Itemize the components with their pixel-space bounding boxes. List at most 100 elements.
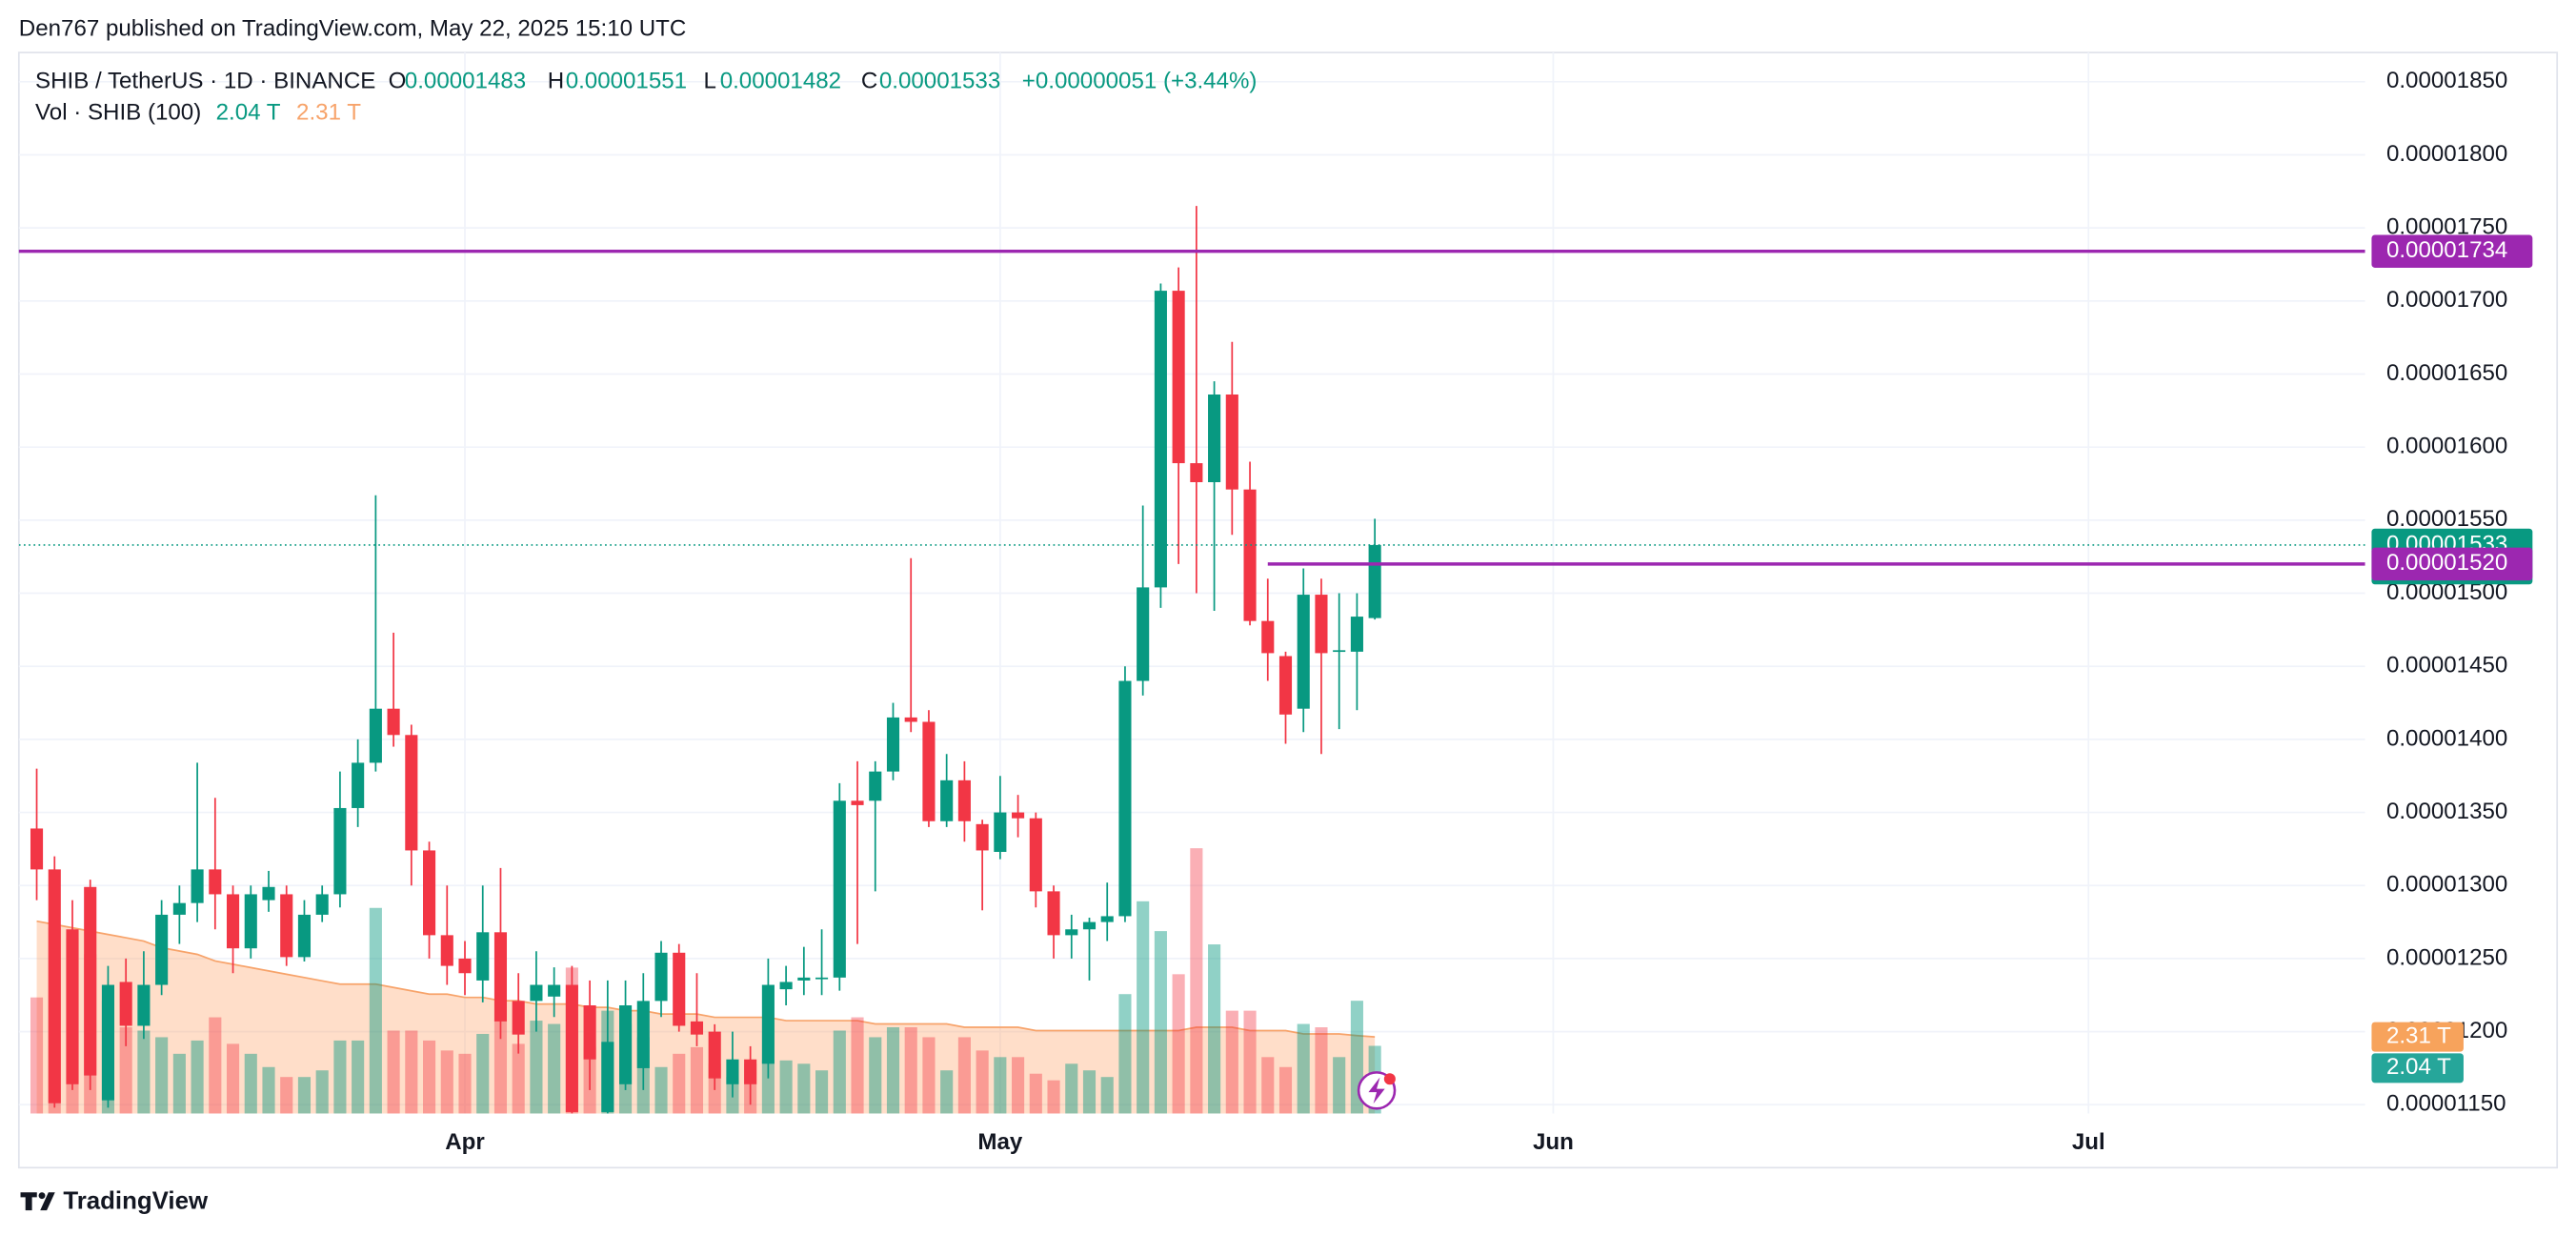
candle-body: [1118, 680, 1132, 917]
candle-body: [1172, 291, 1185, 464]
candle-body: [1315, 595, 1328, 654]
volume-bar: [1297, 1023, 1310, 1114]
volume-bar: [333, 1040, 347, 1114]
c-value: 0.00001533: [879, 69, 1000, 94]
volume-bar: [976, 1050, 989, 1114]
candle-body: [1029, 818, 1042, 892]
volume-ma-line: [36, 920, 1376, 1038]
y-tick-label: 0.00001150: [2386, 1091, 2506, 1117]
volume-bar: [1243, 1010, 1257, 1114]
candle-body: [886, 717, 900, 772]
candle-body: [280, 894, 293, 958]
candle-body: [422, 850, 436, 936]
legend: SHIB / TetherUS · 1D · BINANCE O 0.00001…: [35, 69, 1257, 126]
o-label: O: [389, 69, 407, 94]
candle-body: [583, 1004, 596, 1060]
candle-body: [155, 914, 169, 985]
candle-body: [48, 869, 61, 1103]
volume-bar: [530, 1021, 543, 1114]
candle-body: [1100, 916, 1114, 922]
candle-body: [244, 894, 257, 949]
volume-bar: [779, 1060, 793, 1114]
volume-bar: [244, 1053, 257, 1114]
volume-bar: [1315, 1027, 1328, 1114]
volume-bar: [815, 1070, 829, 1114]
candle-body: [940, 779, 954, 821]
candle-body: [30, 828, 44, 870]
symbol: SHIB / TetherUS · 1D · BINANCE: [35, 69, 375, 94]
volume-bar: [1029, 1073, 1042, 1114]
volume-bar: [548, 1023, 561, 1114]
candle-body: [66, 929, 79, 1084]
volume-ma-area: [36, 921, 1376, 1114]
volume-bar: [155, 1037, 169, 1114]
candle-body: [833, 800, 846, 978]
overlay: 0.000011500.000012000.000012500.00001300…: [18, 68, 2533, 1155]
candle-body: [922, 721, 936, 821]
volume-bar: [422, 1040, 436, 1114]
candle-body: [761, 984, 775, 1064]
volume-bar: [1118, 994, 1132, 1114]
volume-bar: [209, 1017, 222, 1114]
candle-body: [904, 717, 917, 722]
level-box: [2371, 547, 2533, 581]
volume-bar: [440, 1050, 453, 1114]
volume-bar: [922, 1037, 936, 1114]
candle-body: [815, 977, 829, 980]
volume-bar: [1225, 1010, 1238, 1114]
candle-body: [1082, 921, 1097, 930]
candle-body: [1065, 929, 1078, 936]
candle-body: [1261, 620, 1275, 654]
candle-body: [1243, 489, 1257, 621]
candle-body: [405, 735, 418, 851]
volume-bar: [904, 1027, 917, 1114]
candle-body: [191, 869, 204, 903]
candle-body: [209, 869, 222, 895]
volume-bar: [1154, 931, 1167, 1114]
candle-body: [530, 984, 543, 1002]
y-tick-label: 0.00001400: [2386, 725, 2507, 751]
bolt: [1368, 1077, 1385, 1104]
candle-body: [369, 708, 382, 763]
candle-body: [440, 935, 453, 966]
vol-ma-box: [2371, 1022, 2464, 1052]
candle-body: [226, 894, 240, 949]
logo: [20, 1192, 55, 1211]
volume-bar: [1190, 848, 1203, 1114]
volume-bar: [833, 1030, 846, 1114]
y-tick-label: 0.00001650: [2386, 360, 2507, 386]
l-value: 0.00001482: [720, 69, 841, 94]
alert-dot: [1383, 1073, 1396, 1085]
volume-bar: [797, 1063, 811, 1114]
volume-bar: [886, 1027, 900, 1114]
candle-body: [387, 708, 400, 736]
x-tick-label: May: [977, 1129, 1022, 1155]
candle-body: [654, 952, 668, 1002]
y-tick-label: 0.00001800: [2386, 141, 2507, 167]
candle-body: [1154, 291, 1167, 588]
candle-body: [1190, 463, 1203, 482]
candle-body: [565, 984, 578, 1112]
candle-body: [548, 984, 561, 997]
volume-bar: [851, 1017, 864, 1114]
volume-bar: [957, 1037, 971, 1114]
volume-bar: [940, 1070, 954, 1114]
vol-ma-value: 2.31 T: [296, 99, 361, 125]
volume-bar: [1208, 944, 1221, 1114]
y-tick-label: 0.00001250: [2386, 944, 2507, 970]
y-tick-label: 0.00001700: [2386, 287, 2507, 313]
footer-brand: TradingView: [63, 1187, 209, 1214]
candle-body: [458, 958, 472, 974]
volume-bar: [869, 1037, 882, 1114]
candle-body: [957, 779, 971, 821]
x-tick-label: Jul: [2072, 1129, 2105, 1155]
volume-bar: [1261, 1057, 1275, 1114]
candle-body: [690, 1021, 704, 1035]
volume-bar: [352, 1040, 365, 1114]
volume-bar: [172, 1053, 186, 1114]
candle-body: [744, 1059, 757, 1084]
candle-body: [673, 952, 686, 1026]
y-tick-label: 0.00001600: [2386, 434, 2507, 459]
